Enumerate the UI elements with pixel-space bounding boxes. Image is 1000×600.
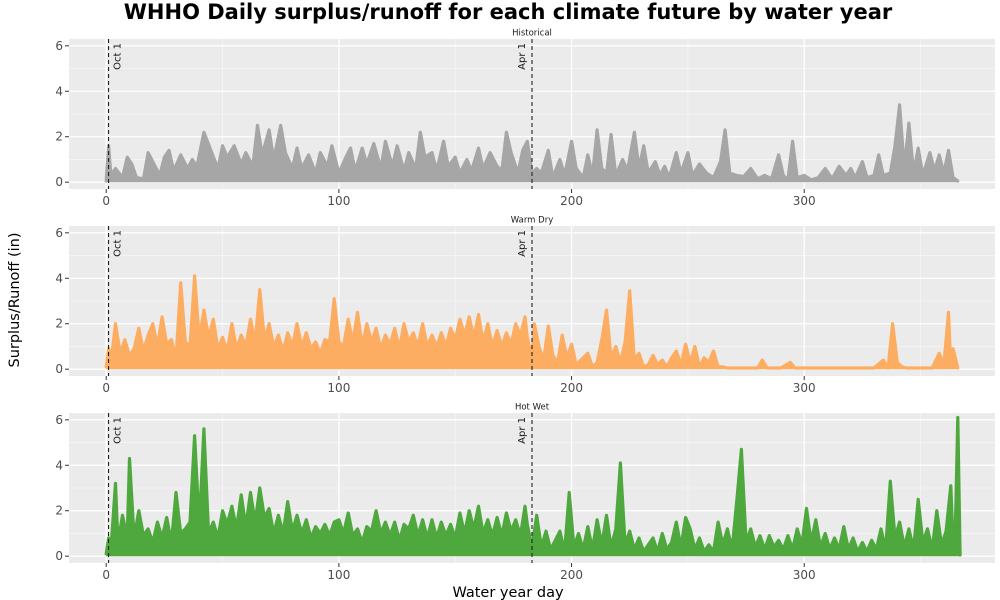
y-tick-label: 4 [55,271,63,285]
y-tick-label: 2 [55,130,63,144]
reference-line-label: Oct 1 [113,43,124,70]
y-tick-label: 6 [55,226,63,240]
x-tick-label: 200 [560,194,583,208]
series-line [104,274,960,370]
y-tick-label: 2 [55,317,63,331]
x-tick-label: 300 [793,568,816,582]
x-tick-label: 100 [327,381,350,395]
x-tick-label: 200 [560,381,583,395]
x-tick-label: 300 [793,381,816,395]
reference-line-label: Apr 1 [517,230,528,257]
y-tick-label: 2 [55,504,63,518]
series-area [106,276,958,370]
x-axis-title: Water year day [452,585,564,600]
y-tick-label: 4 [55,458,63,472]
x-tick-label: 0 [102,568,110,582]
x-tick-label: 0 [102,381,110,395]
y-tick-label: 0 [55,175,63,189]
series-area [106,417,961,557]
x-tick-label: 200 [560,568,583,582]
x-tick-label: 100 [327,568,350,582]
facet-panel: Warm Dry 0 100 200 300 0 2 4 6 Oct 1 Apr 1 [55,216,995,395]
x-tick-label: 0 [102,194,110,208]
facet-strip-label: Warm Dry [511,216,553,226]
reference-line-label: Oct 1 [113,417,124,444]
y-tick-label: 6 [55,413,63,427]
y-axis-title: Surplus/Runoff (in) [7,232,23,367]
y-tick-label: 4 [55,84,63,98]
y-tick-label: 0 [55,362,63,376]
x-tick-label: 100 [327,194,350,208]
facet-panel: Historical 0 100 200 300 0 2 4 6 Oct 1 Apr 1 [55,29,995,208]
facet-strip-label: Historical [512,29,552,39]
y-tick-label: 6 [55,39,63,53]
y-tick-label: 0 [55,549,63,563]
chart-title: WHHO Daily surplus/runoff for each clima… [124,0,893,24]
facet-panel: Hot Wet 0 100 200 300 0 2 4 6 Oct 1 Apr 1 [55,403,995,582]
reference-line-label: Oct 1 [113,230,124,257]
reference-line-label: Apr 1 [517,417,528,444]
reference-line-label: Apr 1 [517,43,528,70]
facet-strip-label: Hot Wet [515,403,550,413]
x-tick-label: 300 [793,194,816,208]
